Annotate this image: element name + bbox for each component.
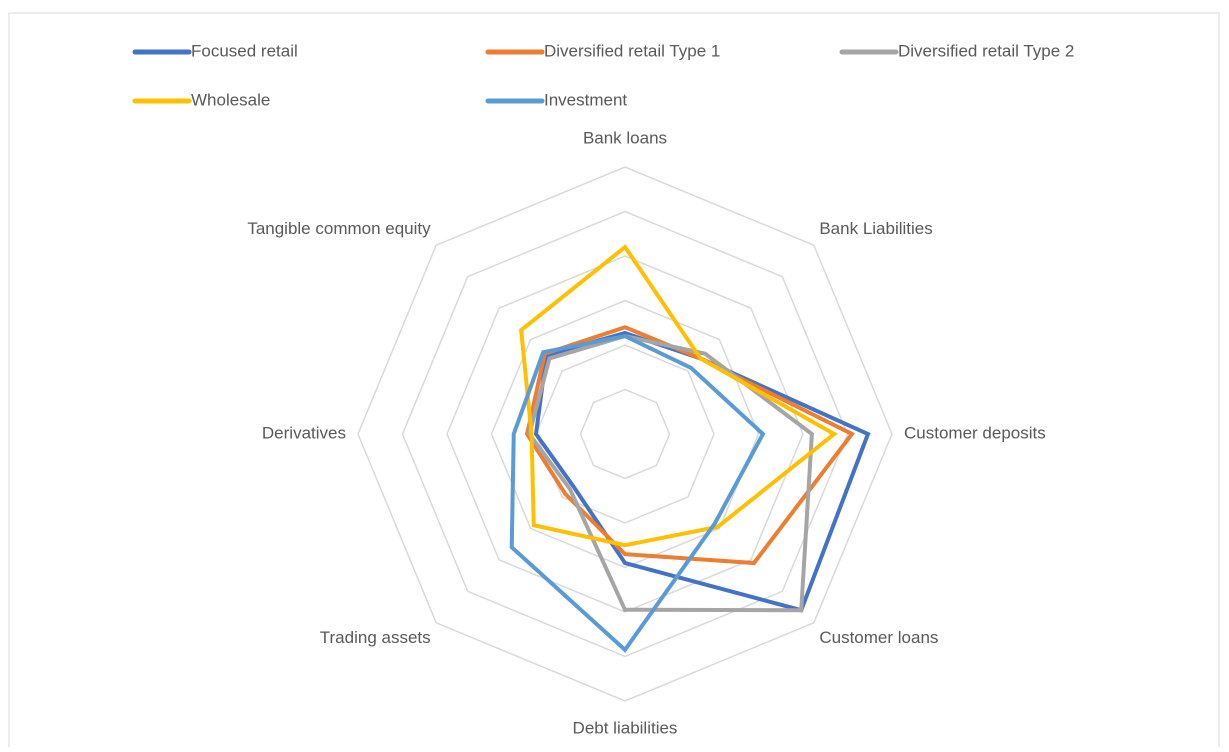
axis-label: Trading assets [320,628,431,647]
legend-label: Wholesale [191,90,270,109]
series-line [509,334,766,653]
axis-label: Bank loans [583,128,667,147]
axis-label: Customer loans [819,628,938,647]
axis-label: Debt liabilities [573,718,678,737]
axis-label: Derivatives [262,423,346,442]
grid-ring [535,344,715,524]
series-line [524,325,856,566]
legend-label: Focused retail [191,41,298,60]
grid-ring [401,210,849,658]
legend-label: Diversified retail Type 1 [544,41,720,60]
axis-label: Customer deposits [904,423,1046,442]
grid-ring [357,166,893,702]
legend-label: Diversified retail Type 2 [898,41,1074,60]
grid-ring [446,255,804,613]
series-line [519,244,838,548]
axis-label: Tangible common equity [247,219,431,238]
axis-label: Bank Liabilities [819,219,932,238]
legend-label: Investment [544,90,627,109]
chart-frame [8,12,1220,752]
grid-ring [579,388,671,480]
